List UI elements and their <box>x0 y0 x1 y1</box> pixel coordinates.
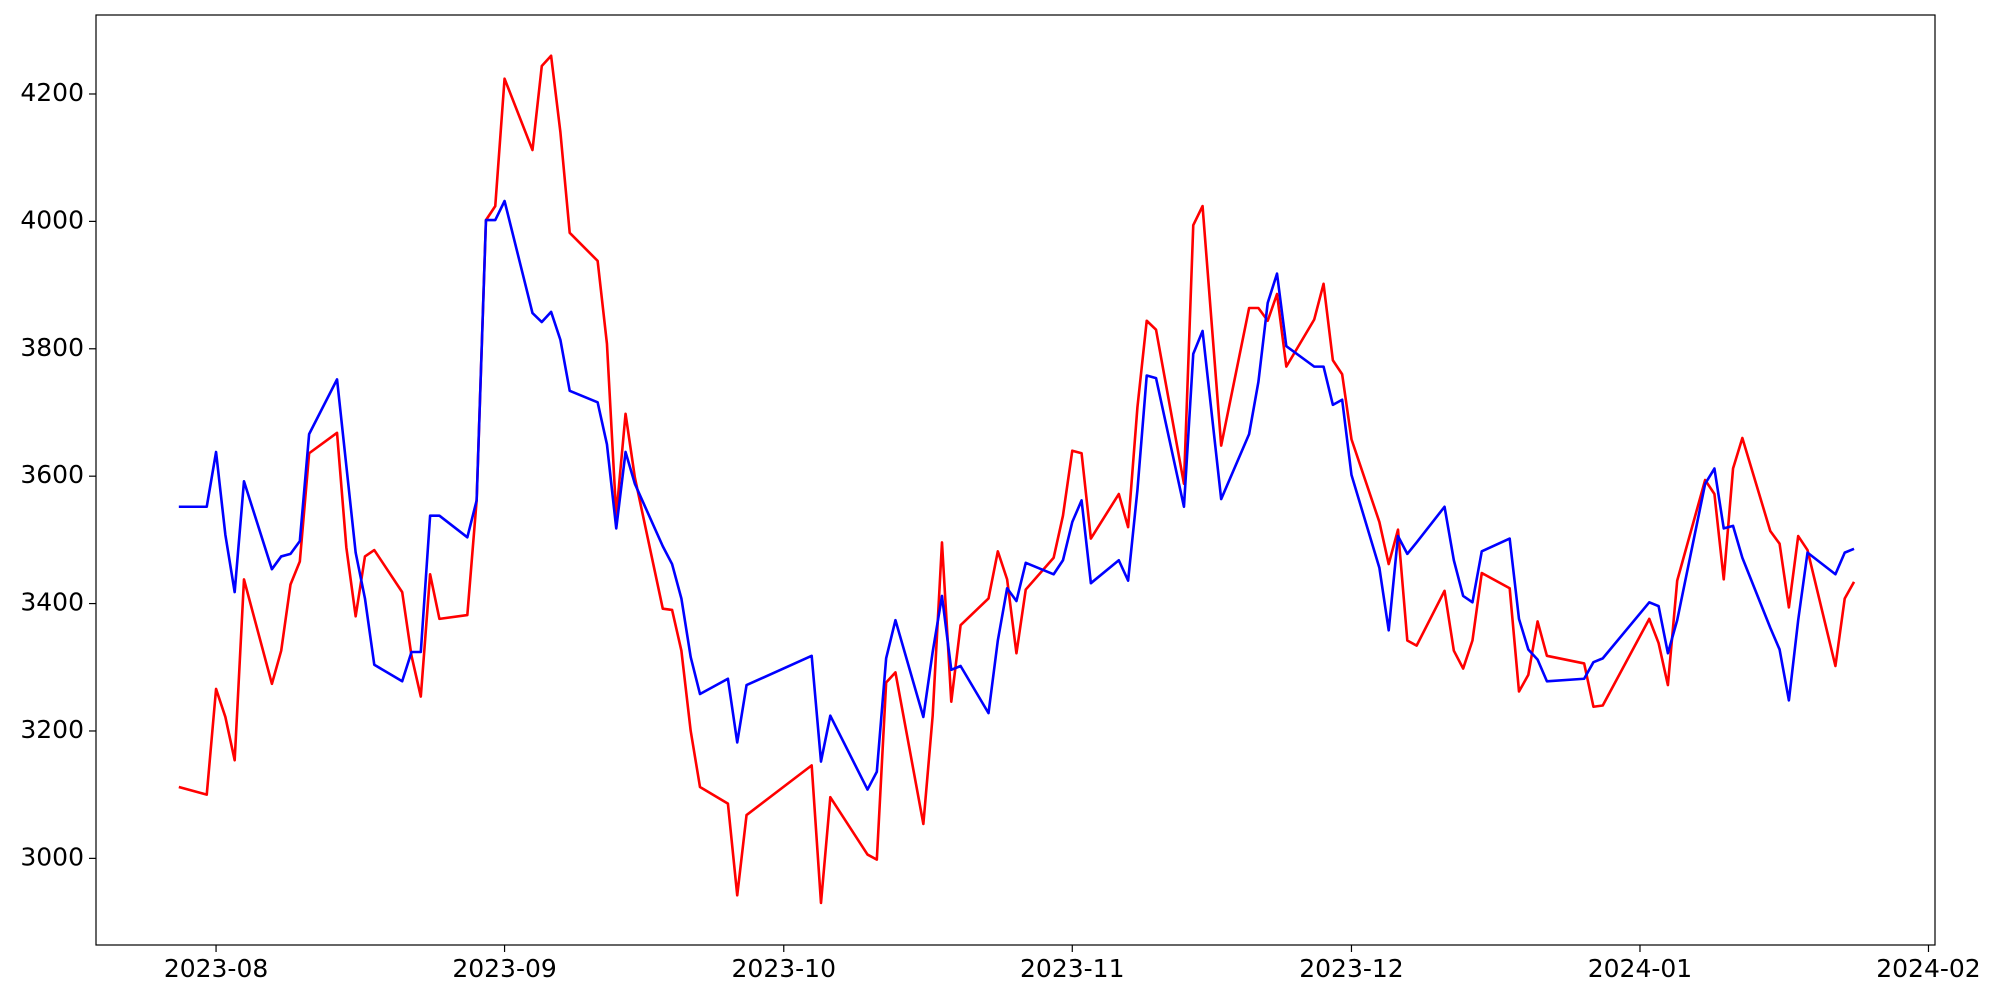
plot-frame <box>95 14 1936 946</box>
series-line <box>178 199 1855 791</box>
x-tick-label: 2023-11 <box>1020 954 1124 983</box>
y-tick-label: 3000 <box>20 842 84 871</box>
y-tick-label: 3800 <box>20 333 84 362</box>
y-tick-label: 3200 <box>20 715 84 744</box>
series-line <box>178 54 1856 905</box>
y-tick-label: 4200 <box>20 78 84 107</box>
x-tick-label: 2023-08 <box>164 954 268 983</box>
x-tick-label: 2023-09 <box>452 954 556 983</box>
y-tick-label: 3400 <box>20 588 84 617</box>
x-tick-label: 2024-02 <box>1876 954 1980 983</box>
y-tick-label: 3600 <box>20 460 84 489</box>
x-tick-label: 2024-01 <box>1588 954 1692 983</box>
x-tick-label: 2023-12 <box>1299 954 1403 983</box>
y-tick-label: 4000 <box>20 205 84 234</box>
x-tick-label: 2023-10 <box>732 954 836 983</box>
